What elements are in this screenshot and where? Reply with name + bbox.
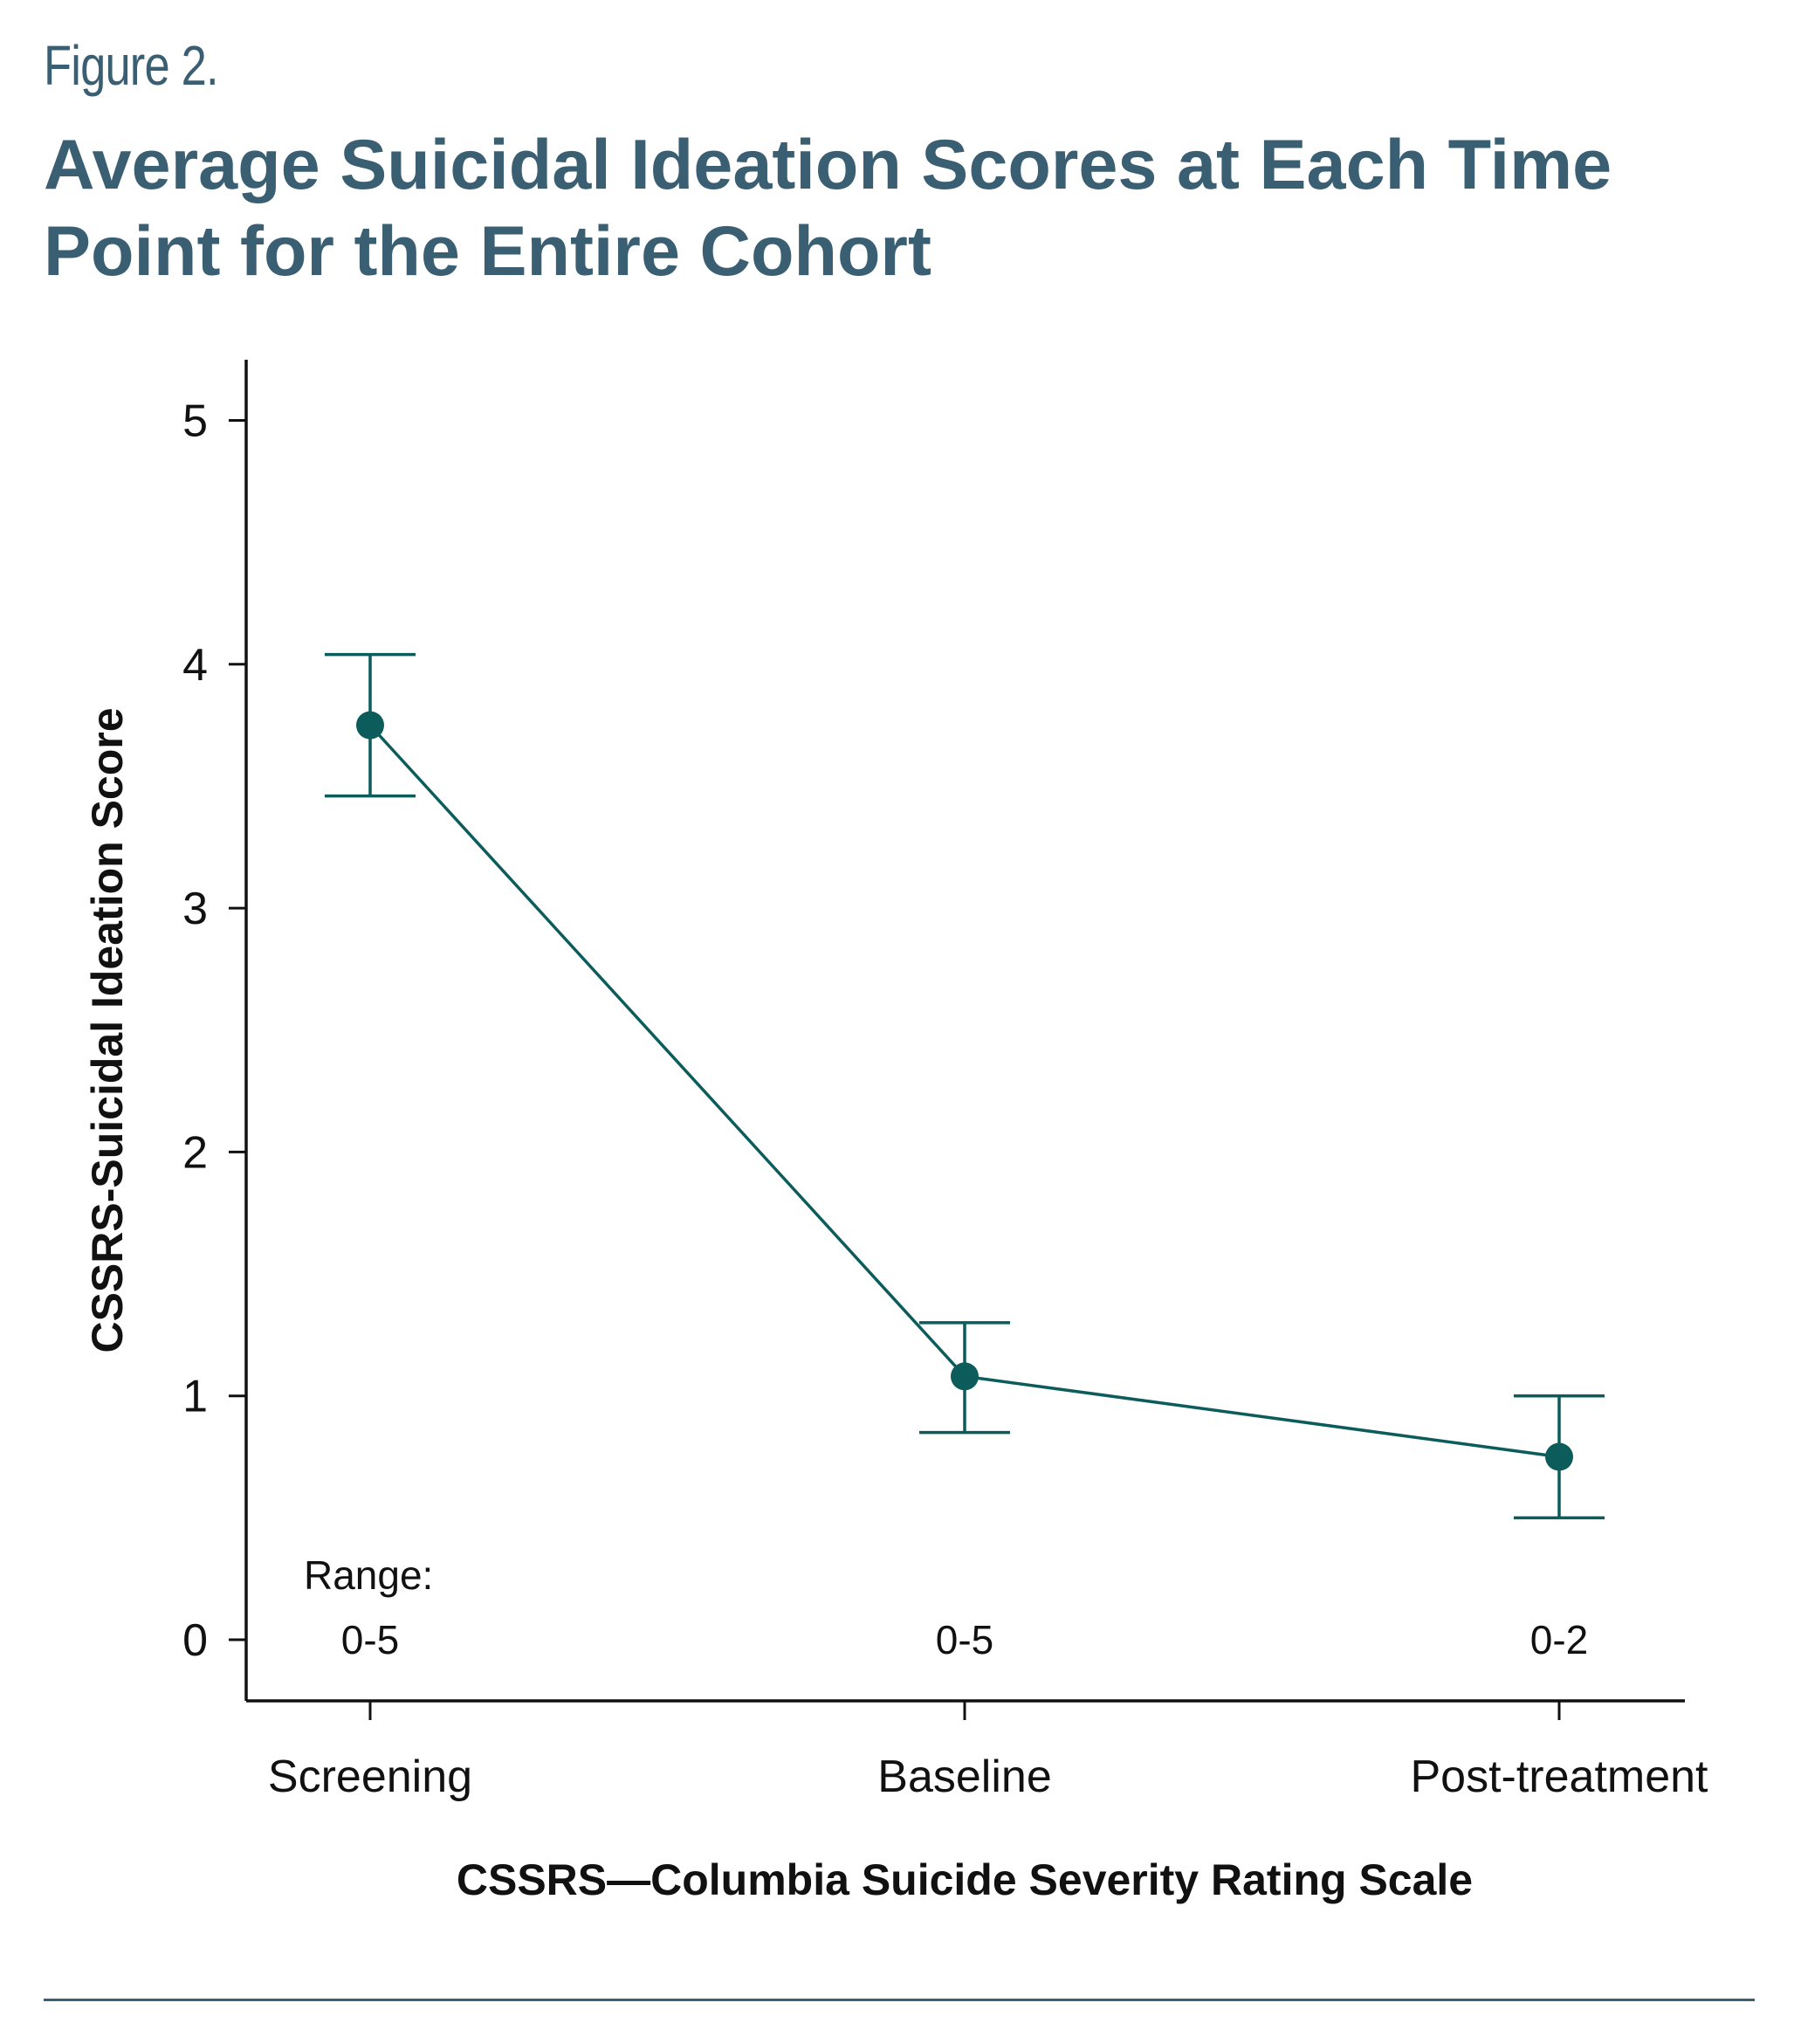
figure-title: Average Suicidal Ideation Scores at Each… [44, 126, 1612, 291]
y-tick-label: 3 [182, 884, 208, 934]
y-tick-label: 4 [182, 640, 208, 691]
bottom-rule [44, 1999, 1755, 2001]
y-tick-label: 0 [182, 1615, 208, 1666]
y-tick-label: 1 [182, 1372, 208, 1422]
chart-labels: 0 1 2 3 4 5 Screening Baseline Post-treatment CSS… [83, 396, 1708, 1905]
data-point [951, 1362, 979, 1391]
x-tick-label: Baseline [877, 1752, 1051, 1802]
data-point [1545, 1442, 1573, 1471]
range-value: 0-2 [1530, 1617, 1588, 1662]
y-axis-title: CSSRS-Suicidal Ideation Score [83, 707, 132, 1352]
data-point [356, 711, 384, 740]
x-tick-label: Screening [268, 1752, 472, 1802]
figure-label: Figure 2. [44, 34, 219, 97]
x-tick-label: Post-treatment [1410, 1752, 1708, 1802]
range-label: Range: [304, 1552, 433, 1598]
y-tick-label: 2 [182, 1127, 208, 1178]
range-value: 0-5 [936, 1617, 993, 1662]
range-value: 0-5 [341, 1617, 399, 1662]
chart-axes [229, 360, 1685, 1720]
chart-marks [325, 652, 1605, 1520]
y-tick-label: 5 [182, 396, 208, 447]
x-axis-title: CSSRS—Columbia Suicide Severity Rating S… [457, 1855, 1473, 1904]
